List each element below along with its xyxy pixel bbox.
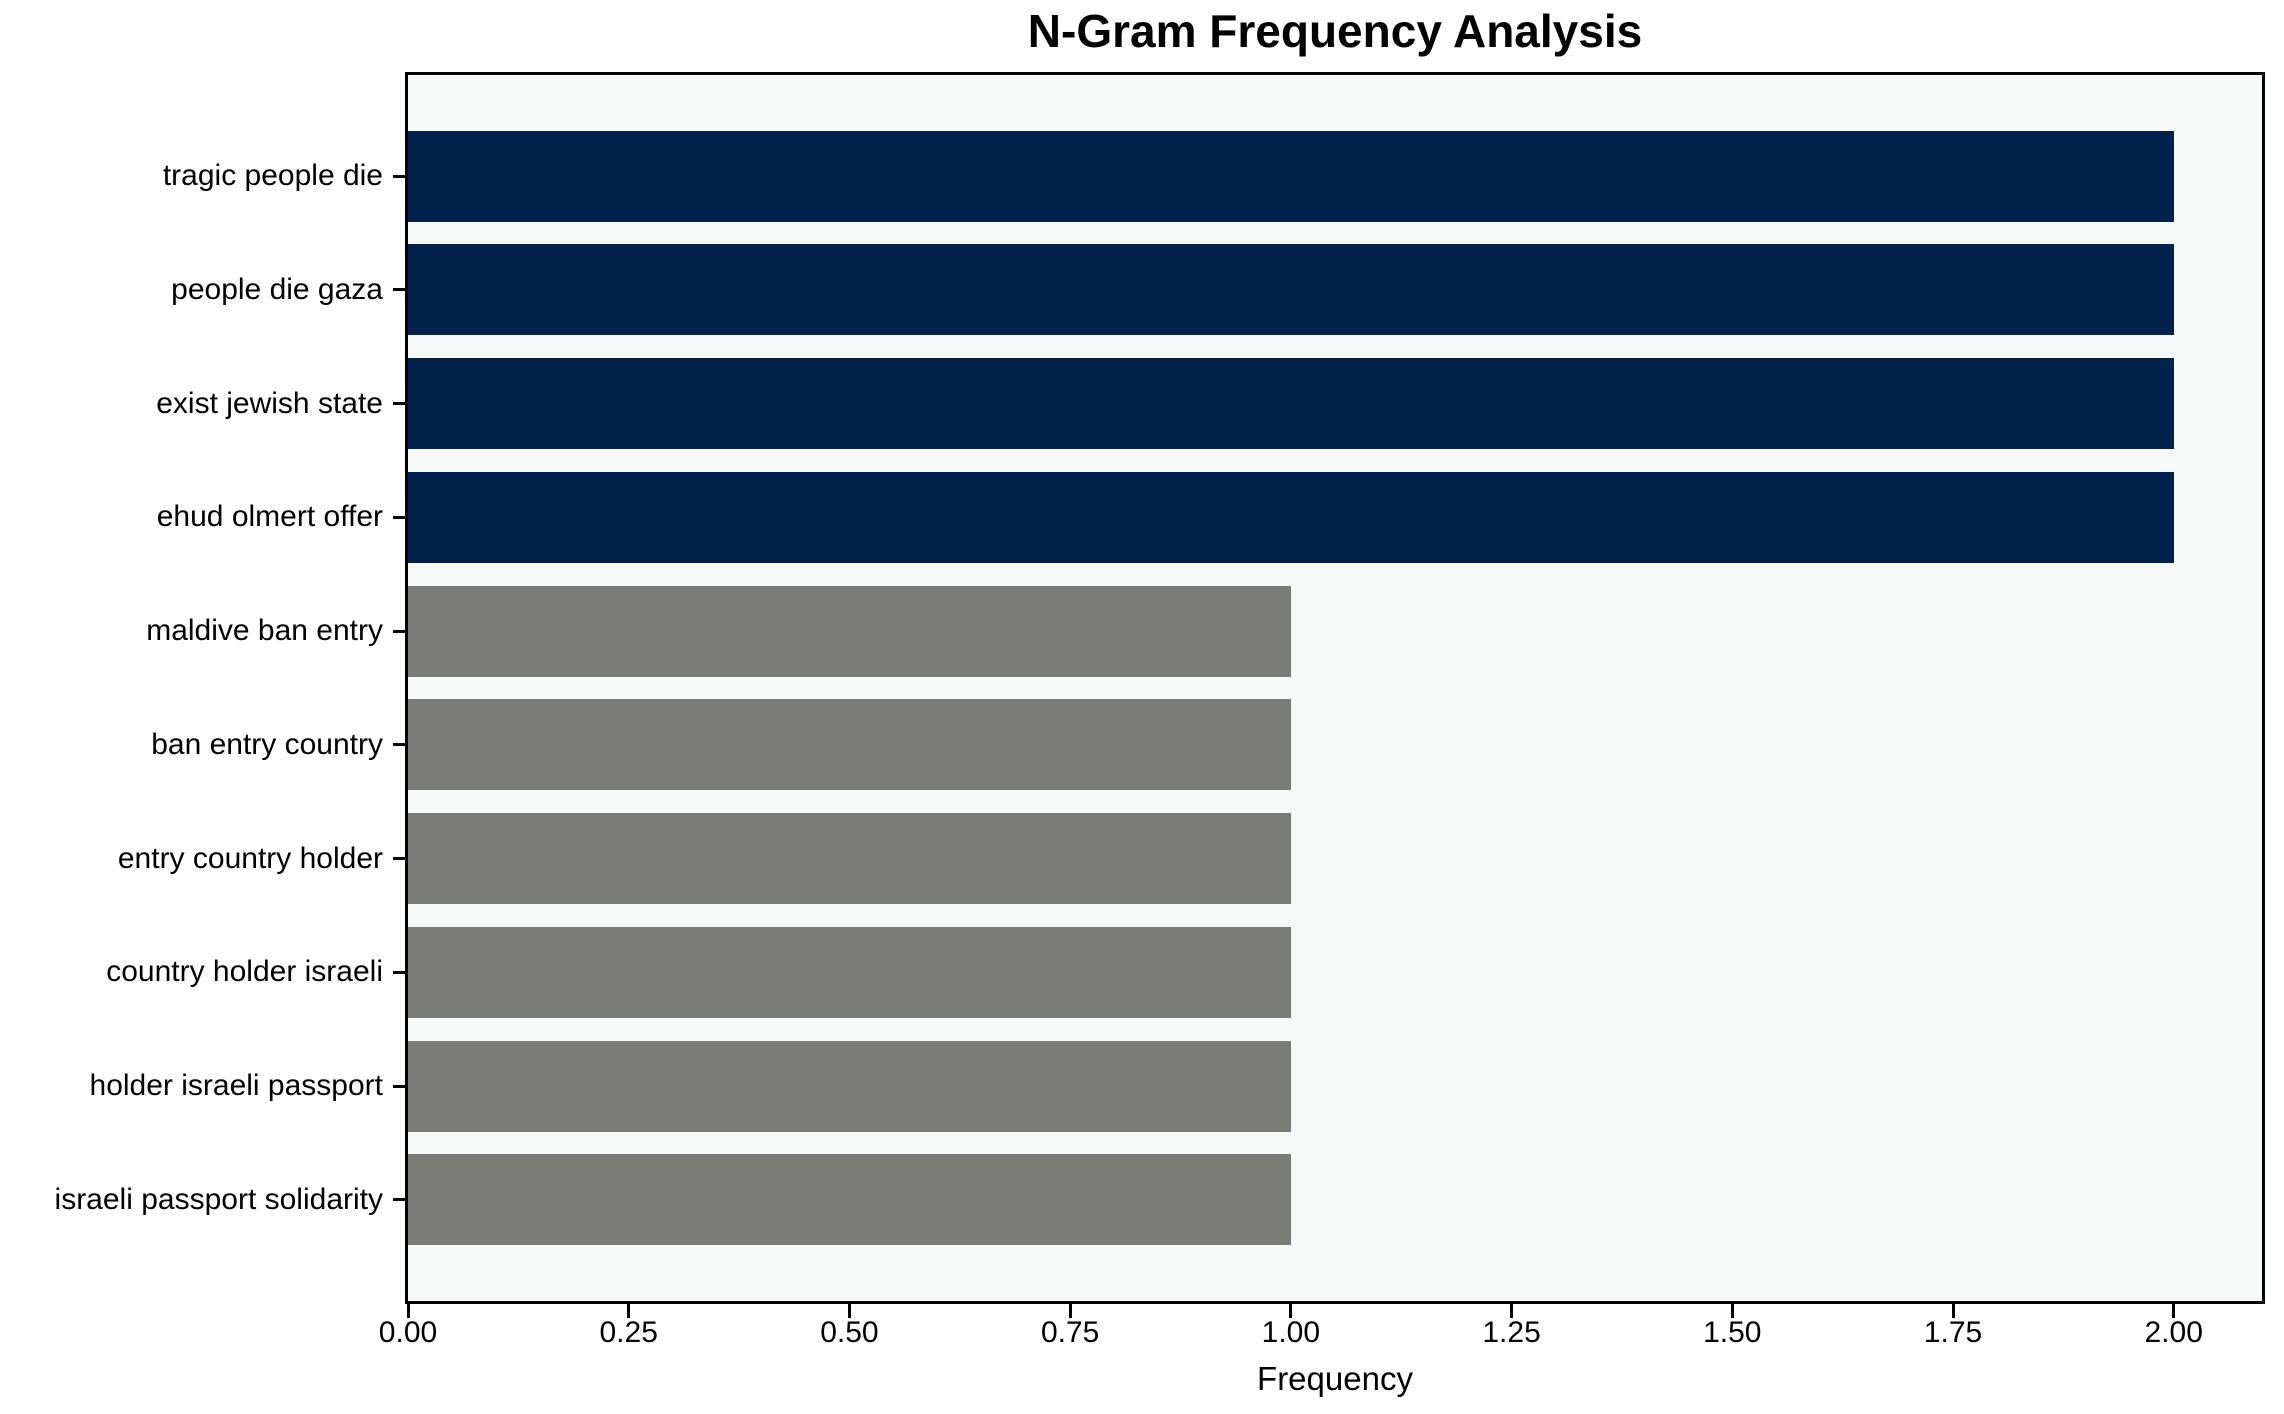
bar-6	[408, 813, 1291, 905]
y-tick-mark	[393, 288, 405, 292]
x-tick-label: 1.00	[1261, 1316, 1321, 1349]
x-tick-mark	[847, 1304, 851, 1318]
x-tick-mark	[406, 1304, 410, 1318]
x-tick-label: 1.50	[1703, 1316, 1762, 1349]
x-tick-label: 1.75	[1923, 1316, 1983, 1349]
y-tick-mark	[393, 1198, 405, 1202]
x-tick-mark	[627, 1304, 631, 1318]
bar-4	[408, 585, 1291, 677]
y-tick-mark	[393, 515, 405, 519]
bar-9	[408, 1154, 1291, 1246]
y-tick-mark	[393, 174, 405, 178]
y-tick-label: country holder israeli	[106, 955, 383, 989]
x-tick-label: 0.75	[1040, 1316, 1100, 1349]
y-tick-label: ban entry country	[151, 727, 383, 761]
y-tick-label: tragic people die	[162, 159, 383, 193]
x-tick-mark	[1289, 1304, 1293, 1318]
x-tick-mark	[1510, 1304, 1514, 1318]
bar-0	[408, 130, 2174, 222]
y-tick-label: israeli passport solidarity	[54, 1182, 383, 1216]
y-tick-mark	[393, 1084, 405, 1088]
plot-canvas	[408, 75, 2262, 1301]
y-tick-label: entry country holder	[117, 841, 383, 875]
plot-area	[405, 72, 2265, 1304]
bar-1	[408, 244, 2174, 336]
y-tick-mark	[393, 629, 405, 633]
y-tick-label: ehud olmert offer	[156, 500, 383, 534]
x-tick-mark	[1068, 1304, 1072, 1318]
x-tick-mark	[2172, 1304, 2176, 1318]
x-tick-label: 0.00	[378, 1316, 438, 1349]
y-tick-label: maldive ban entry	[146, 614, 383, 648]
bar-7	[408, 926, 1291, 1018]
x-tick-mark	[1730, 1304, 1734, 1318]
y-tick-mark	[393, 857, 405, 861]
y-tick-label: holder israeli passport	[89, 1069, 383, 1103]
x-tick-label: 1.25	[1482, 1316, 1541, 1349]
bar-5	[408, 699, 1291, 791]
y-tick-mark	[393, 970, 405, 974]
chart-title: N-Gram Frequency Analysis	[1027, 5, 1643, 57]
y-tick-label: exist jewish state	[156, 386, 383, 420]
y-tick-label: people die gaza	[171, 272, 383, 306]
x-axis-title: Frequency	[1257, 1360, 1413, 1397]
x-tick-label: 0.25	[599, 1316, 658, 1349]
x-tick-label: 0.50	[820, 1316, 879, 1349]
bar-2	[408, 358, 2174, 450]
bar-3	[408, 471, 2174, 563]
bar-8	[408, 1040, 1291, 1132]
x-tick-label: 2.00	[2144, 1316, 2203, 1349]
y-tick-mark	[393, 743, 405, 747]
y-tick-mark	[393, 402, 405, 406]
x-tick-mark	[1951, 1304, 1955, 1318]
